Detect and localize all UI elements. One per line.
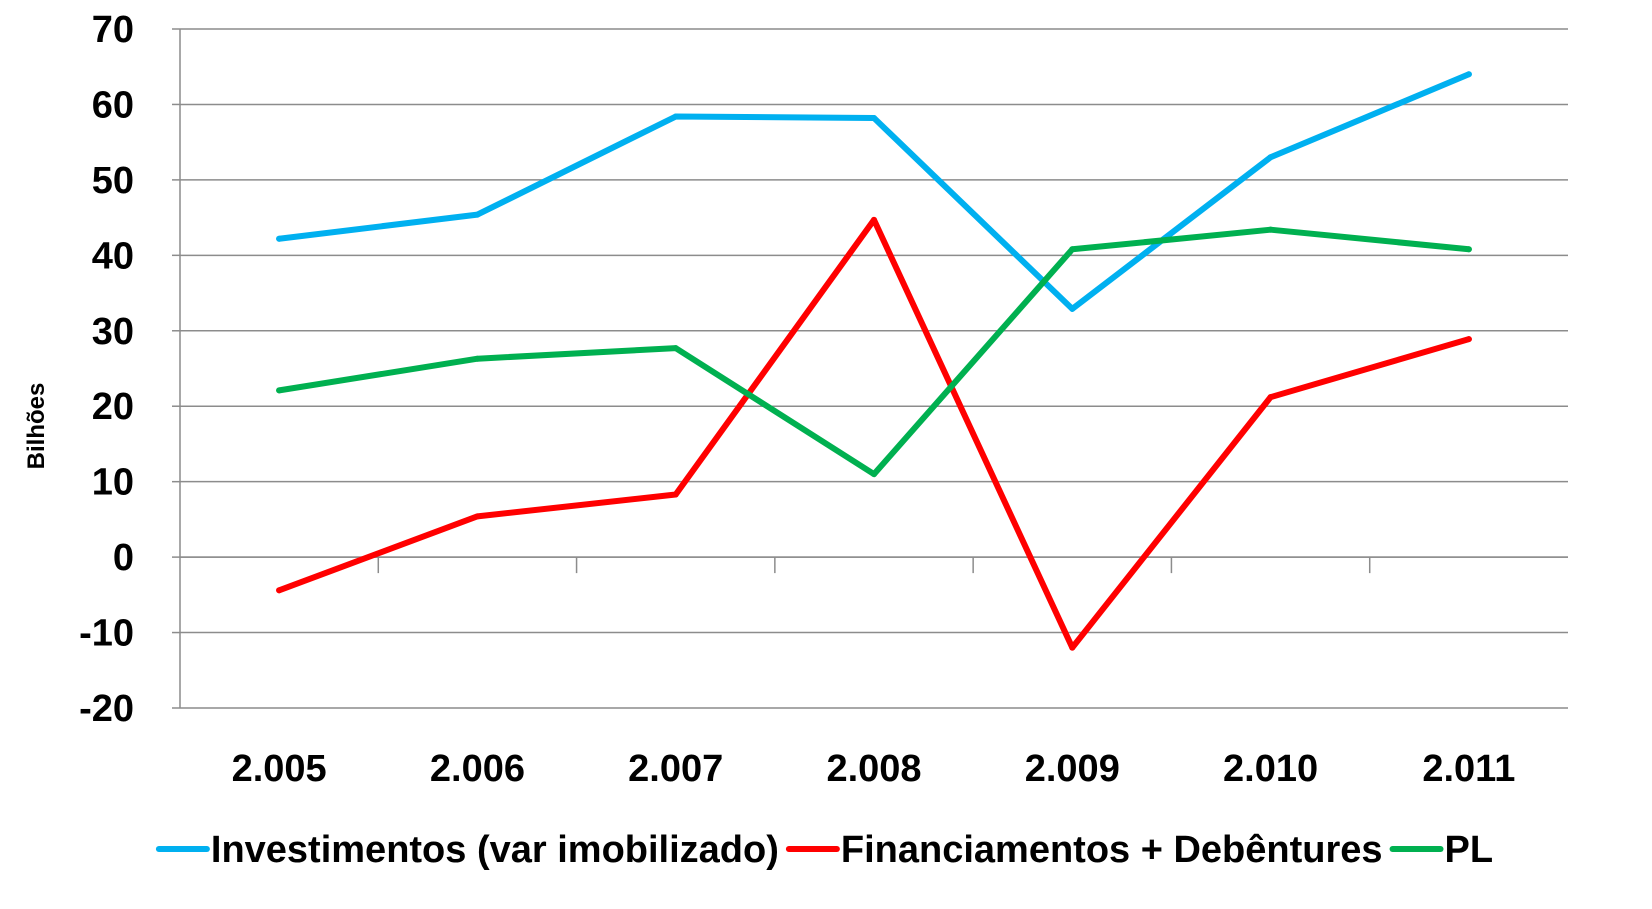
y-tick-label: -20 <box>79 688 134 730</box>
data-point <box>1465 336 1472 343</box>
data-point <box>1069 305 1076 312</box>
data-point <box>672 491 679 498</box>
y-tick-label: 70 <box>92 9 134 51</box>
x-tick-label: 2.008 <box>826 748 921 790</box>
data-point <box>1267 394 1274 401</box>
y-tick-label: 60 <box>92 84 134 126</box>
x-tick-label: 2.007 <box>628 748 723 790</box>
data-point <box>871 115 877 122</box>
y-tick-label: 20 <box>92 386 134 428</box>
series-line-3 <box>276 226 1472 478</box>
x-tick-label: 2.005 <box>232 748 327 790</box>
series-line-1 <box>276 71 1472 312</box>
data-point <box>1267 226 1274 233</box>
series-line-2 <box>276 216 1472 651</box>
x-tick-label: 2.010 <box>1223 748 1318 790</box>
y-tick-label: 30 <box>92 311 134 353</box>
data-point <box>276 235 283 242</box>
data-point <box>1069 246 1076 253</box>
series-lines <box>276 71 1472 651</box>
data-point <box>672 113 679 120</box>
data-point <box>276 387 283 394</box>
data-point <box>1465 71 1472 78</box>
data-point <box>1069 644 1076 651</box>
y-tick-label: -10 <box>79 613 134 655</box>
y-tick-label: 0 <box>113 537 134 579</box>
x-axis-tick-labels: 2.005 2.006 2.007 2.008 2.009 2.010 2.011 <box>232 748 1516 790</box>
data-point <box>1465 246 1472 253</box>
data-point <box>871 216 877 223</box>
y-axis-tick-labels: 70 60 50 40 30 20 10 0 -10 -20 <box>79 9 134 730</box>
legend-label-1: Investimentos (var imobilizado) <box>211 829 779 871</box>
axes <box>172 28 1568 709</box>
data-point <box>474 211 481 218</box>
data-point <box>672 345 679 352</box>
y-tick-label: 40 <box>92 235 134 277</box>
legend-label-2: Financiamentos + Debêntures <box>841 829 1383 871</box>
data-point <box>871 471 877 478</box>
data-point <box>1267 154 1274 161</box>
legend: Investimentos (var imobilizado) Financiam… <box>155 829 1494 871</box>
x-tick-label: 2.009 <box>1025 748 1120 790</box>
data-point <box>474 513 481 520</box>
data-point <box>276 587 283 594</box>
data-point <box>474 355 481 362</box>
gridlines <box>180 28 1568 634</box>
legend-label-3: PL <box>1445 829 1494 871</box>
y-tick-label: 50 <box>92 160 134 202</box>
y-tick-label: 10 <box>92 462 134 504</box>
y-axis-label: Bilhões <box>23 383 50 470</box>
x-tick-label: 2.006 <box>430 748 525 790</box>
x-tick-label: 2.011 <box>1422 748 1515 790</box>
